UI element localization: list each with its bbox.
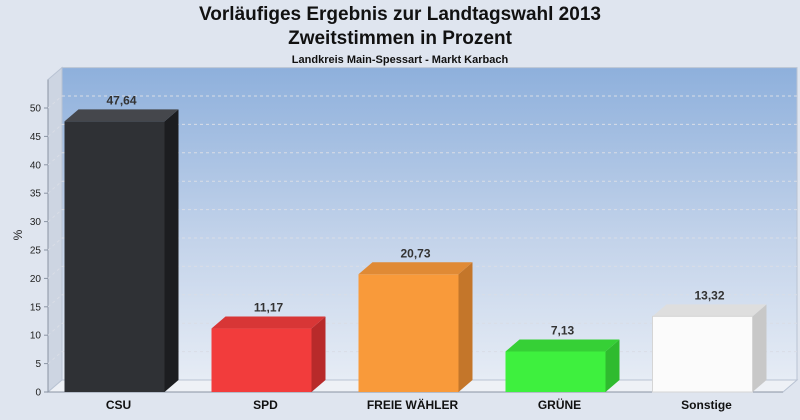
y-tick-label: 35 (30, 189, 42, 200)
x-tick-label: SPD (253, 398, 278, 412)
bar-side (458, 262, 473, 392)
chart-caption: Landkreis Main-Spessart - Markt Karbach (291, 54, 509, 66)
y-tick-label: 10 (30, 331, 42, 342)
plot-side-wall (47, 66, 63, 394)
bar-front (211, 328, 312, 392)
bar-front (358, 274, 459, 392)
bar-top (505, 339, 620, 352)
y-tick-label: 0 (35, 388, 41, 399)
bar-front (505, 351, 606, 392)
bar-top (358, 262, 473, 275)
y-tick-label: 5 (35, 359, 41, 370)
bar-freie-wähler (358, 262, 473, 392)
bar-top (211, 316, 326, 329)
bar-top (652, 304, 767, 317)
data-label: 13,32 (694, 288, 724, 302)
bar-side (752, 304, 767, 392)
bar-side (605, 339, 620, 392)
y-tick-label: 45 (30, 132, 42, 143)
y-tick-label: 25 (30, 246, 42, 257)
x-tick-label: GRÜNE (538, 397, 581, 412)
bar-spd (211, 316, 326, 392)
y-tick-label: 20 (30, 274, 42, 285)
x-tick-label: FREIE WÄHLER (367, 397, 459, 412)
data-label: 20,73 (400, 246, 430, 260)
x-tick-label: Sonstige (681, 398, 732, 412)
bar-grüne (505, 339, 620, 392)
bar-front (64, 121, 165, 393)
bar-front (652, 316, 753, 392)
bar-top (64, 109, 179, 122)
y-tick-label: 30 (30, 217, 42, 228)
y-tick-label: 40 (30, 160, 42, 171)
data-label: 7,13 (551, 324, 575, 338)
x-tick-label: CSU (106, 398, 131, 412)
chart-subtitle: Zweitstimmen in Prozent (288, 28, 512, 49)
bar-side (164, 109, 179, 393)
y-tick-label: 50 (30, 104, 42, 115)
bar-outline (652, 315, 753, 393)
data-label: 11,17 (254, 301, 284, 315)
chart-title: Vorläufiges Ergebnis zur Landtagswahl 20… (199, 4, 601, 25)
y-tick-label: 15 (30, 302, 42, 313)
bar-sonstige (652, 304, 767, 393)
data-label: 47,64 (106, 93, 136, 107)
bar-csu (64, 109, 179, 393)
y-axis-label: % (11, 229, 25, 240)
bar-side (311, 316, 326, 392)
